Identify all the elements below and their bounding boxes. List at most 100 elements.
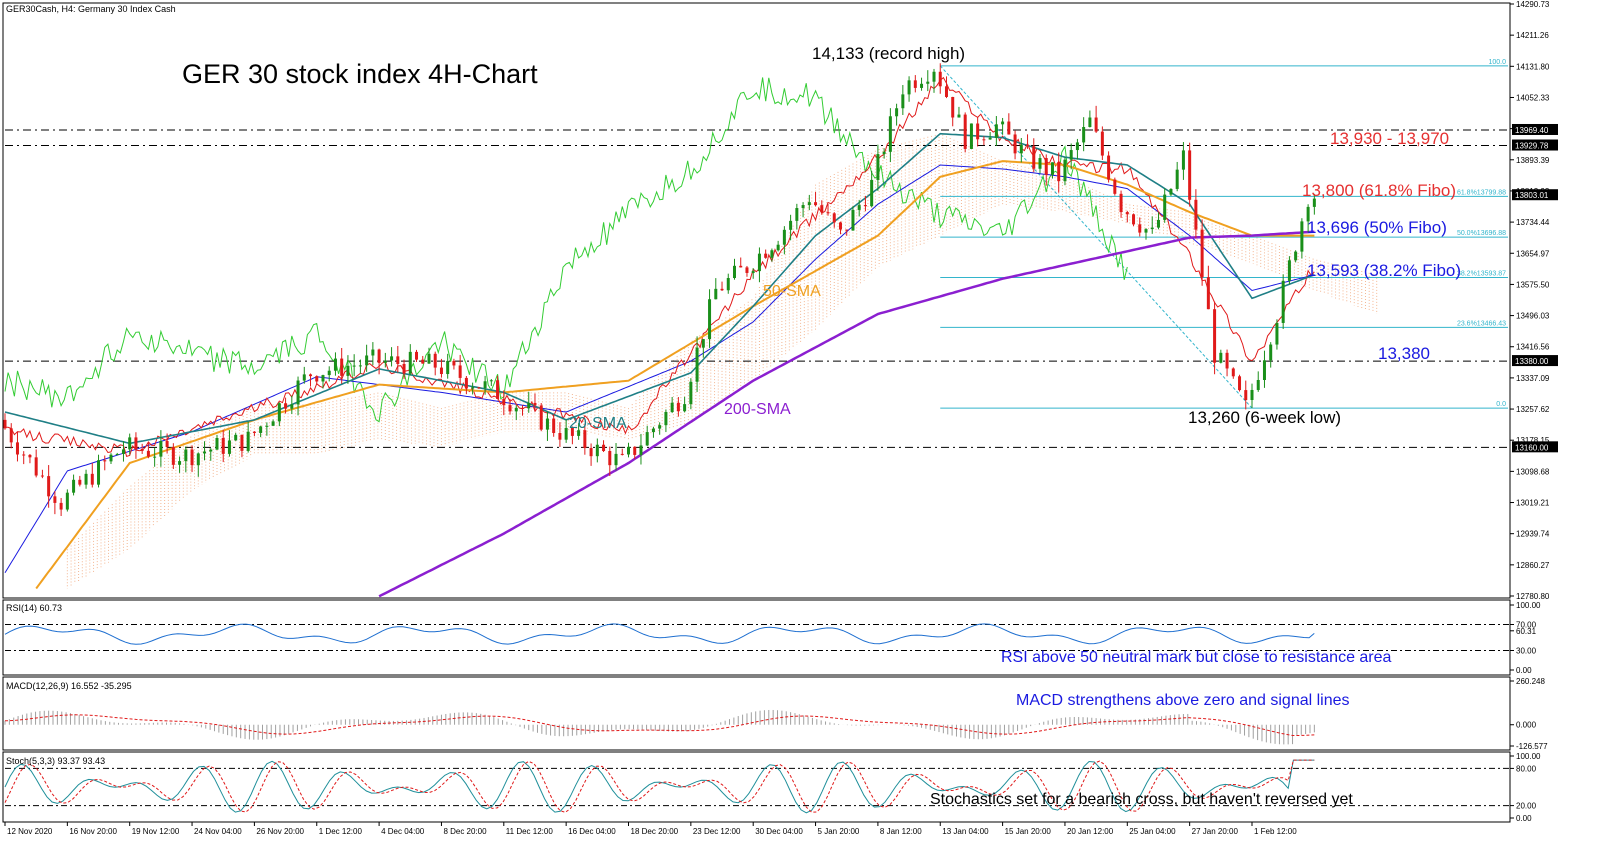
candle-body <box>327 370 331 376</box>
time-tick-label: 25 Jan 04:00 <box>1129 827 1176 836</box>
candle-body <box>695 347 699 382</box>
candle-body <box>1038 158 1042 169</box>
candle-body <box>1113 179 1117 194</box>
candle-body <box>252 431 256 433</box>
candle-body <box>377 349 381 363</box>
resistance-zone-label: 13,930 - 13,970 <box>1330 129 1449 148</box>
price-tick-label: 12939.74 <box>1516 530 1550 539</box>
candle-body <box>190 449 194 466</box>
candle-body <box>477 387 481 389</box>
candle-body <box>620 453 624 455</box>
price-tick-label: 14290.73 <box>1516 0 1550 9</box>
sma20-line <box>4 132 1315 445</box>
candle-body <box>982 139 986 141</box>
candle-body <box>53 496 57 503</box>
price-box <box>1512 139 1558 151</box>
candle-body <box>583 430 587 449</box>
candle-body <box>3 419 7 429</box>
candle-body <box>22 454 26 456</box>
candle-body <box>664 411 668 426</box>
stoch-note: Stochastics set for a bearish cross, but… <box>930 791 1353 808</box>
candle-body <box>471 387 475 389</box>
candle-body <box>265 425 269 427</box>
candle-body <box>47 476 51 497</box>
candle-body <box>1001 121 1005 125</box>
candle-body <box>365 355 369 366</box>
tenkan-sen-line <box>5 76 1315 458</box>
fibo-level-label: 0.0 <box>1496 401 1506 408</box>
fibo-618-label: 13,800 (61.8% Fibo) <box>1302 181 1456 200</box>
candle-body <box>932 71 936 82</box>
time-tick-label: 16 Nov 20:00 <box>69 827 117 836</box>
candle-body <box>1107 155 1111 180</box>
fibo-382-label: 13,593 (38.2% Fibo) <box>1307 261 1461 280</box>
candle-body <box>1312 198 1316 207</box>
six-week-low-label: 13,260 (6-week low) <box>1188 408 1341 427</box>
price-box <box>1512 355 1558 367</box>
candle-body <box>639 445 643 455</box>
candle-body <box>527 402 531 409</box>
candle-body <box>514 407 518 412</box>
candle-body <box>464 377 468 389</box>
candle-body <box>1250 389 1254 401</box>
candle-body <box>1156 219 1160 228</box>
candle-body <box>1169 188 1173 195</box>
candle-body <box>72 479 76 493</box>
price-box-label: 13160.00 <box>1515 443 1549 452</box>
candle-body <box>521 407 525 409</box>
candle-body <box>645 432 649 446</box>
time-tick-label: 8 Dec 20:00 <box>443 827 487 836</box>
price-box-label: 13969.40 <box>1515 126 1549 135</box>
candle-body <box>203 451 207 454</box>
candle-body <box>402 363 406 374</box>
candle-body <box>938 71 942 87</box>
candle-body <box>1150 227 1154 230</box>
candle-body <box>1019 144 1023 154</box>
macd-note: MACD strengthens above zero and signal l… <box>1016 692 1350 709</box>
candle-body <box>913 80 917 88</box>
candle-body <box>371 349 375 356</box>
candle-body <box>1013 134 1017 154</box>
fibo-level-label: 23.6%13466.43 <box>1457 320 1506 327</box>
candle-body <box>315 376 319 382</box>
candle-body <box>1188 150 1192 200</box>
candle-body <box>1026 144 1030 147</box>
time-tick-label: 24 Nov 04:00 <box>194 827 242 836</box>
sma20-label: 20-SMA <box>569 415 627 432</box>
candle-body <box>1132 214 1136 225</box>
symbol-label: GER30Cash, H4: Germany 30 Index Cash <box>6 4 176 14</box>
candle-body <box>28 454 32 458</box>
candle-body <box>97 460 101 485</box>
rsi-panel-frame <box>2 599 1511 676</box>
candle-body <box>969 123 973 149</box>
macd-tick-label: 260.248 <box>1516 677 1545 686</box>
candle-body <box>15 442 19 455</box>
candle-body <box>165 441 169 447</box>
candle-body <box>1231 368 1235 377</box>
candle-body <box>408 351 412 374</box>
time-tick-label: 11 Dec 12:00 <box>506 827 554 836</box>
candle-body <box>321 375 325 382</box>
candle-body <box>1225 352 1229 369</box>
candle-body <box>851 209 855 231</box>
candle-body <box>676 402 680 412</box>
candle-body <box>1206 277 1210 310</box>
candle-body <box>1044 158 1048 175</box>
candle-body <box>483 381 487 389</box>
fibo-50-label: 13,696 (50% Fibo) <box>1307 218 1447 237</box>
candle-body <box>446 360 450 375</box>
candle-body <box>240 434 244 451</box>
candle-body <box>926 81 930 84</box>
candle-body <box>284 403 288 409</box>
rsi-tick-label: 60.31 <box>1516 627 1537 636</box>
candle-body <box>178 461 182 465</box>
sma50-line <box>35 160 1315 590</box>
macd-tick-label: 0.000 <box>1516 721 1537 730</box>
candle-body <box>957 114 961 118</box>
candle-body <box>1094 117 1098 132</box>
candle-body <box>340 358 344 376</box>
candle-body <box>801 205 805 209</box>
candle-body <box>1119 193 1123 213</box>
candle-body <box>814 202 818 206</box>
